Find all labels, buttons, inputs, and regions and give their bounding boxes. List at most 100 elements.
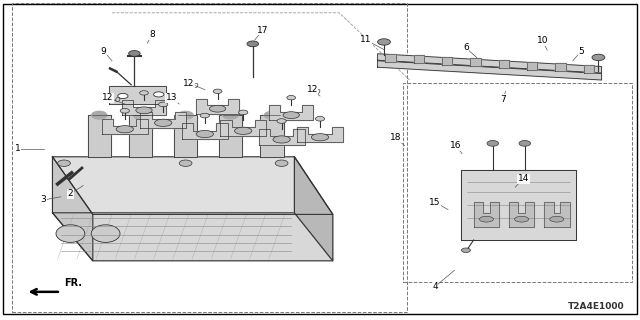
- Polygon shape: [499, 60, 509, 68]
- Ellipse shape: [196, 131, 214, 138]
- Polygon shape: [544, 202, 570, 227]
- Text: 2: 2: [68, 189, 73, 198]
- Polygon shape: [88, 115, 111, 157]
- Circle shape: [239, 110, 248, 115]
- Circle shape: [58, 160, 70, 166]
- Circle shape: [92, 111, 107, 119]
- Text: 5: 5: [579, 47, 584, 56]
- Circle shape: [592, 54, 605, 60]
- Circle shape: [200, 113, 209, 118]
- Text: 3: 3: [41, 196, 46, 204]
- Ellipse shape: [479, 216, 493, 222]
- Polygon shape: [109, 86, 166, 104]
- Polygon shape: [470, 58, 481, 66]
- Ellipse shape: [116, 126, 134, 133]
- Ellipse shape: [209, 105, 226, 112]
- Polygon shape: [474, 202, 499, 227]
- Text: 14: 14: [518, 174, 529, 183]
- Polygon shape: [219, 115, 242, 157]
- Text: 9: 9: [101, 47, 106, 56]
- Polygon shape: [442, 57, 452, 65]
- Circle shape: [213, 89, 222, 93]
- Polygon shape: [52, 213, 333, 261]
- Text: FR.: FR.: [64, 278, 82, 288]
- Circle shape: [133, 111, 148, 119]
- Text: O: O: [315, 89, 320, 95]
- Polygon shape: [297, 126, 343, 142]
- Bar: [12, 3, 407, 312]
- Text: 16: 16: [450, 141, 461, 150]
- Circle shape: [487, 140, 499, 146]
- Polygon shape: [413, 55, 424, 63]
- Ellipse shape: [136, 107, 152, 114]
- Text: 12: 12: [307, 85, 318, 94]
- Circle shape: [287, 95, 296, 100]
- Ellipse shape: [92, 225, 120, 243]
- Polygon shape: [122, 100, 166, 115]
- Polygon shape: [509, 202, 534, 227]
- Circle shape: [461, 248, 470, 252]
- Text: O: O: [193, 83, 198, 89]
- Circle shape: [118, 93, 128, 99]
- Circle shape: [120, 108, 129, 113]
- Circle shape: [129, 51, 140, 56]
- Polygon shape: [220, 120, 266, 136]
- Polygon shape: [140, 112, 186, 128]
- Text: 15: 15: [429, 198, 441, 207]
- Circle shape: [223, 111, 238, 119]
- Polygon shape: [129, 115, 152, 157]
- Bar: [403, 83, 632, 282]
- Circle shape: [154, 92, 164, 97]
- Text: 13: 13: [166, 93, 177, 102]
- Polygon shape: [52, 157, 333, 214]
- Circle shape: [378, 39, 390, 45]
- Text: 6: 6: [463, 44, 468, 52]
- Text: 11: 11: [360, 36, 372, 44]
- Polygon shape: [102, 118, 148, 134]
- Polygon shape: [182, 123, 228, 139]
- Ellipse shape: [283, 112, 300, 118]
- Polygon shape: [556, 63, 566, 71]
- Polygon shape: [378, 61, 602, 80]
- Ellipse shape: [312, 134, 329, 141]
- Text: 7: 7: [500, 95, 506, 104]
- Circle shape: [159, 102, 168, 107]
- Text: 12: 12: [102, 93, 113, 102]
- Text: O: O: [115, 97, 120, 103]
- Circle shape: [275, 160, 288, 166]
- Text: O: O: [311, 85, 316, 91]
- Polygon shape: [584, 65, 594, 73]
- Circle shape: [264, 111, 280, 119]
- Text: 18: 18: [390, 133, 401, 142]
- Text: 4: 4: [433, 282, 438, 291]
- Circle shape: [247, 41, 259, 47]
- Circle shape: [179, 160, 192, 166]
- Polygon shape: [385, 53, 396, 61]
- Text: 12: 12: [183, 79, 195, 88]
- Text: T2A4E1000: T2A4E1000: [568, 302, 624, 311]
- Polygon shape: [269, 105, 313, 120]
- Text: 1: 1: [15, 144, 20, 153]
- Polygon shape: [294, 157, 333, 261]
- Polygon shape: [174, 115, 197, 157]
- Text: 8: 8: [150, 30, 155, 39]
- Polygon shape: [196, 99, 239, 114]
- Ellipse shape: [273, 136, 291, 143]
- Polygon shape: [461, 170, 576, 240]
- Ellipse shape: [56, 225, 85, 243]
- Circle shape: [519, 140, 531, 146]
- Polygon shape: [259, 129, 305, 145]
- Text: 10: 10: [537, 36, 548, 45]
- Text: 17: 17: [257, 26, 268, 35]
- Circle shape: [277, 119, 286, 123]
- Ellipse shape: [515, 216, 529, 222]
- Polygon shape: [52, 157, 93, 261]
- Polygon shape: [378, 54, 602, 73]
- Circle shape: [140, 91, 148, 95]
- Polygon shape: [260, 115, 284, 157]
- Polygon shape: [527, 62, 537, 70]
- Circle shape: [316, 116, 324, 121]
- Circle shape: [178, 111, 193, 119]
- Ellipse shape: [235, 127, 252, 134]
- Ellipse shape: [550, 216, 564, 222]
